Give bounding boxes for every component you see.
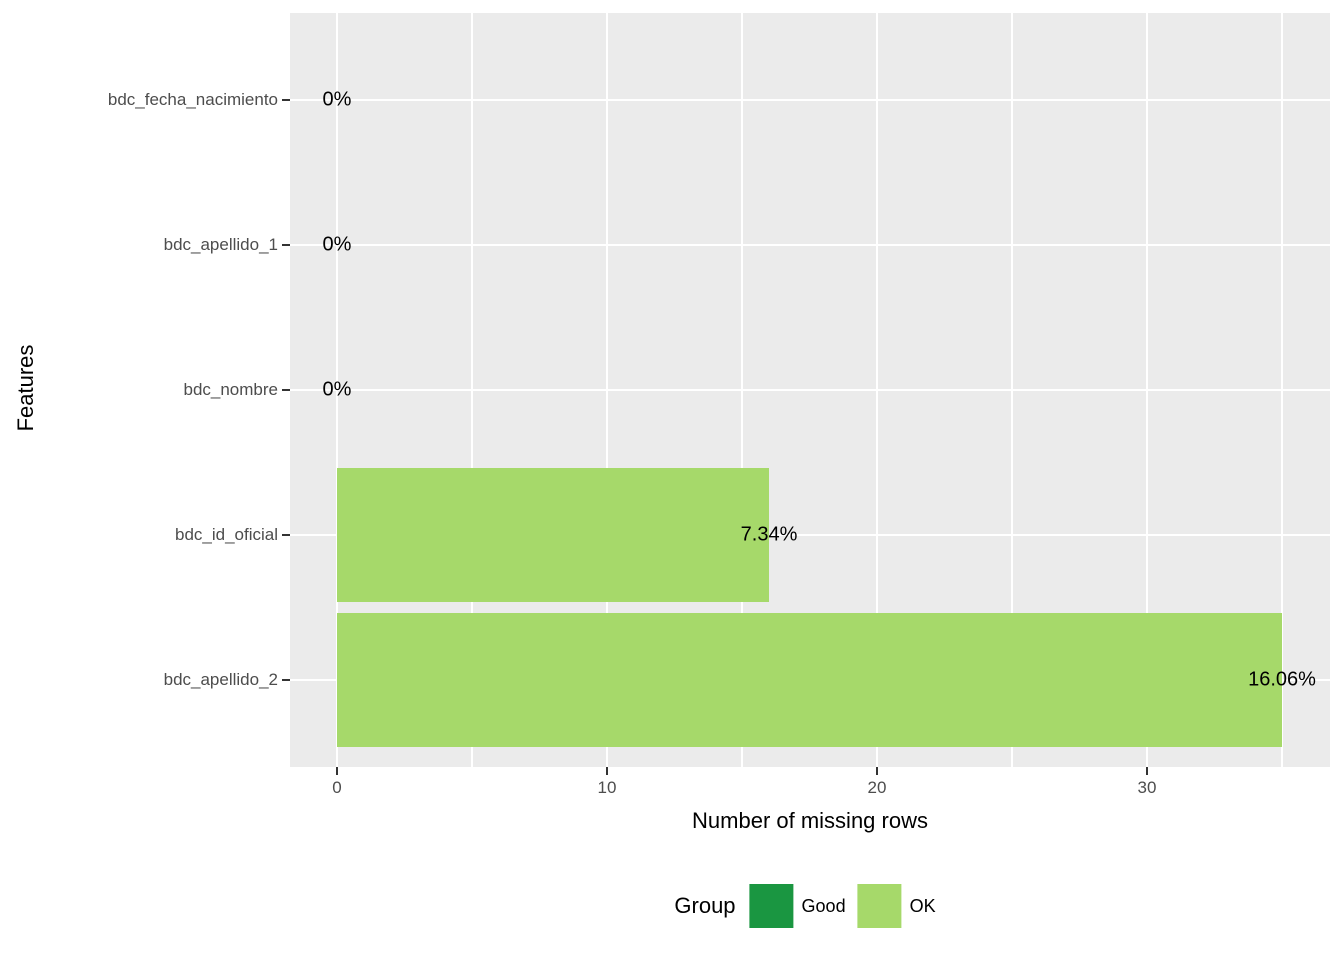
y-tick-label: bdc_fecha_nacimiento <box>107 90 278 109</box>
x-tick-label: 30 <box>1137 778 1157 797</box>
x-tick-label: 20 <box>867 778 887 797</box>
legend-title: Group <box>674 893 736 918</box>
bar-value-label: 16.06% <box>1248 668 1316 691</box>
bar-value-label: 0% <box>322 233 352 256</box>
plot-panel <box>290 13 1330 767</box>
legend-label: OK <box>909 895 936 916</box>
bar <box>337 613 1282 747</box>
x-tick-mark <box>1146 767 1148 775</box>
x-tick-mark <box>606 767 608 775</box>
legend-key-good <box>749 884 794 928</box>
y-tick-label: bdc_id_oficial <box>174 525 278 544</box>
y-tick-mark <box>282 679 290 681</box>
y-tick-label: bdc_apellido_1 <box>163 235 278 254</box>
legend-key-ok <box>857 884 902 928</box>
y-tick-mark <box>282 389 290 391</box>
major-gridline-horizontal <box>290 534 1330 536</box>
x-tick-mark <box>336 767 338 775</box>
x-tick-mark <box>876 767 878 775</box>
bar <box>337 468 769 602</box>
bar-value-label: 7.34% <box>740 523 798 546</box>
y-tick-mark <box>282 534 290 536</box>
x-tick-label: 10 <box>597 778 617 797</box>
bar-value-label: 0% <box>322 378 352 401</box>
y-axis-title: Features <box>13 344 38 432</box>
y-tick-mark <box>282 244 290 246</box>
major-gridline-horizontal <box>290 99 1330 101</box>
bar-value-label: 0% <box>322 88 352 111</box>
x-axis-title: Number of missing rows <box>692 808 928 833</box>
major-gridline-horizontal <box>290 244 1330 246</box>
y-tick-label: bdc_apellido_2 <box>163 670 278 689</box>
legend-label: Good <box>801 895 846 916</box>
major-gridline-horizontal <box>290 389 1330 391</box>
x-tick-label: 0 <box>332 778 342 797</box>
y-tick-mark <box>282 99 290 101</box>
y-tick-label: bdc_nombre <box>183 380 278 399</box>
legend: Group Good OK <box>674 884 947 928</box>
